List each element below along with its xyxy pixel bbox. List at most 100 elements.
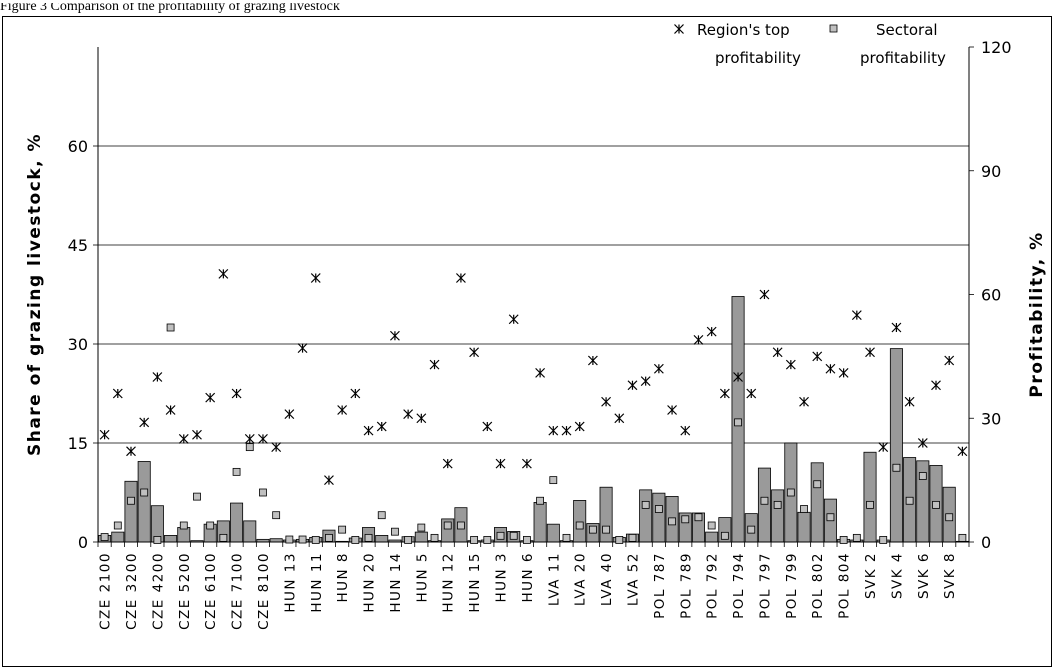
- top-profit-marker: [825, 363, 836, 374]
- star-stroke: [284, 409, 295, 420]
- legend-sectoral-label-1: Sectoral: [876, 21, 938, 39]
- category-label: CZE 8100: [256, 552, 272, 630]
- sectoral-marker: [245, 443, 254, 452]
- sectoral-marker: [443, 521, 452, 530]
- top-profit-marker: [640, 376, 651, 387]
- star-stroke: [126, 446, 136, 457]
- top-profit-marker: [719, 388, 730, 399]
- star-stroke: [205, 392, 216, 403]
- star-stroke: [904, 396, 915, 407]
- category-label: LVA 11: [546, 552, 562, 606]
- top-profit-marker: [614, 413, 625, 424]
- top-profit-marker: [337, 405, 348, 415]
- sectoral-marker: [483, 536, 492, 544]
- top-profit-marker: [931, 380, 941, 391]
- sectoral-marker: [496, 531, 505, 540]
- sectoral-marker: [338, 525, 347, 534]
- star-stroke: [363, 425, 374, 436]
- top-profit-marker: [653, 363, 664, 374]
- sectoral-marker: [311, 536, 320, 544]
- sectoral-marker: [668, 517, 676, 526]
- top-profit-marker: [799, 396, 809, 407]
- star-stroke: [799, 396, 809, 407]
- top-profit-marker: [324, 475, 334, 486]
- top-profit-marker: [205, 392, 216, 403]
- top-profit-marker: [416, 413, 427, 424]
- y-axis-title: Share of grazing livestock, %: [25, 133, 45, 456]
- sectoral-marker: [892, 463, 901, 472]
- category-label: HUN 8: [335, 552, 351, 603]
- bar: [652, 492, 666, 543]
- star-stroke: [112, 388, 123, 399]
- legend-sectoral-label-2: profitability: [860, 49, 946, 67]
- star-stroke: [759, 289, 770, 300]
- sectoral-marker: [681, 515, 690, 524]
- sectoral-marker: [786, 488, 795, 497]
- top-profit-marker: [218, 268, 229, 279]
- top-profit-marker: [904, 396, 915, 407]
- star-stroke: [719, 388, 730, 399]
- star-stroke: [271, 442, 282, 453]
- bar: [137, 461, 151, 543]
- star-stroke: [244, 433, 255, 444]
- sectoral-marker: [364, 533, 373, 542]
- category-label: POL 792: [705, 552, 721, 619]
- star-stroke: [521, 458, 532, 469]
- category-label: HUN 20: [362, 552, 378, 613]
- star-stroke: [746, 388, 757, 399]
- top-profit-marker: [548, 425, 559, 436]
- bar: [599, 486, 613, 543]
- sectoral-marker: [932, 500, 940, 509]
- top-profit-marker: [376, 421, 387, 432]
- sectoral-marker: [206, 521, 215, 530]
- top-profit-marker: [271, 442, 282, 453]
- sectoral-marker: [127, 496, 135, 505]
- category-label: SVK 8: [942, 552, 958, 599]
- sectoral-marker: [602, 525, 610, 534]
- bar: [230, 502, 244, 543]
- top-profit-marker: [957, 446, 968, 457]
- star-stroke: [429, 359, 440, 370]
- bar: [771, 489, 785, 543]
- star-stroke: [574, 421, 585, 432]
- sectoral-marker: [377, 511, 386, 520]
- top-profit-marker: [244, 433, 255, 444]
- top-profit-marker: [574, 421, 585, 432]
- top-profit-marker: [192, 429, 202, 440]
- top-profit-marker: [891, 322, 902, 333]
- category-label: SVK 2: [863, 552, 879, 599]
- top-profit-marker: [442, 458, 453, 469]
- star-stroke: [99, 429, 110, 440]
- top-profit-marker: [521, 458, 532, 469]
- legend-star: [674, 24, 684, 34]
- sectoral-marker: [404, 536, 413, 544]
- sectoral-marker: [707, 521, 716, 530]
- sectoral-marker: [298, 535, 307, 544]
- star-stroke: [838, 367, 849, 378]
- category-label: POL 794: [731, 552, 747, 619]
- category-label: SVK 4: [889, 552, 905, 599]
- sectoral-marker: [417, 523, 426, 532]
- category-label: HUN 12: [441, 552, 457, 613]
- bar: [757, 467, 771, 543]
- y2-tick-label: 30: [981, 409, 1001, 428]
- star-stroke: [337, 405, 348, 415]
- bar: [533, 501, 547, 543]
- sectoral-marker: [654, 505, 663, 513]
- sectoral-marker: [549, 476, 558, 485]
- star-stroke: [653, 363, 664, 374]
- star-stroke: [416, 413, 427, 424]
- star-stroke: [258, 433, 268, 444]
- sectoral-marker: [720, 531, 729, 540]
- top-profit-marker: [284, 409, 295, 420]
- star-stroke: [851, 310, 862, 321]
- top-profit-marker: [403, 409, 414, 420]
- top-profit-marker: [878, 442, 889, 453]
- star-stroke: [601, 396, 612, 407]
- bar: [573, 500, 587, 543]
- y2-tick-label: 90: [981, 162, 1001, 181]
- bar: [863, 451, 877, 543]
- top-profit-marker: [917, 438, 928, 448]
- category-label: POL 787: [652, 552, 668, 619]
- category-label: CZE 4200: [150, 552, 166, 630]
